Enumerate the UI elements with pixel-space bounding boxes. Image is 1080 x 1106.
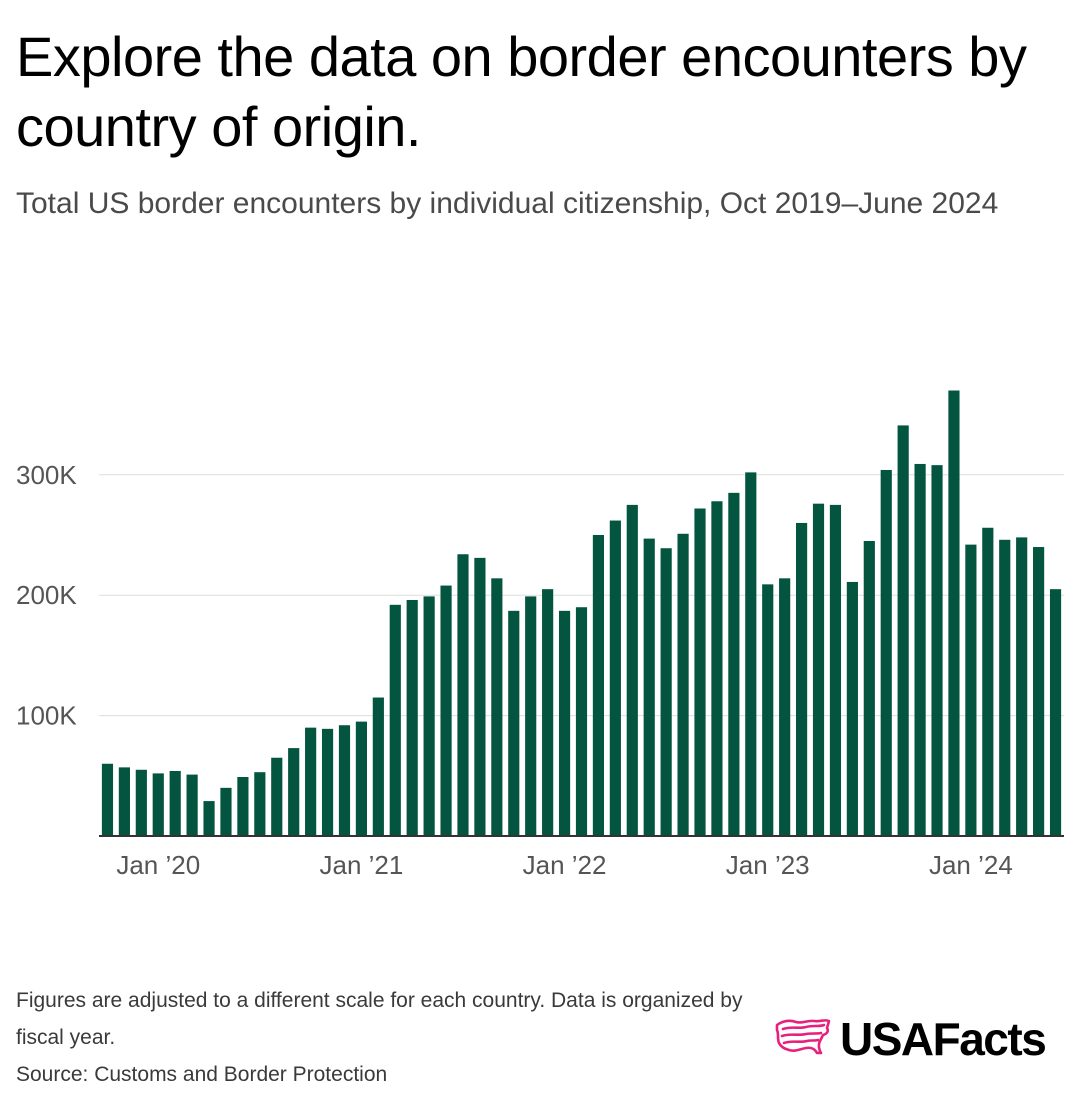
bar[interactable]: Aug 2022 (677, 533, 689, 836)
bar[interactable]: Mar 2023 (796, 522, 808, 836)
bar[interactable]: Jan 2020 (152, 773, 164, 836)
bar[interactable]: Nov 2023 (931, 465, 943, 836)
bar[interactable]: Jan 2021 (355, 721, 367, 836)
bar[interactable]: Mar 2024 (999, 539, 1011, 836)
y-axis-ticks: 100K 200K 300K (16, 460, 77, 731)
bars: Oct 2019 Nov 2019 Dec 2019 Jan 2020 Feb 2020… (101, 390, 1062, 837)
bar[interactable]: Apr 2021 (406, 600, 418, 836)
y-tick-label: 300K (16, 460, 77, 490)
bar[interactable]: Mar 2021 (389, 604, 401, 836)
bar[interactable]: Apr 2022 (609, 520, 621, 836)
bar[interactable]: Mar 2020 (186, 774, 198, 836)
scale-note: Figures are adjusted to a different scal… (16, 989, 743, 1049)
bar[interactable]: Jun 2020 (237, 777, 249, 836)
x-tick-label: Jan ’22 (523, 850, 607, 880)
bar[interactable]: Oct 2020 (305, 727, 317, 836)
x-tick-label: Jan ’23 (726, 850, 810, 880)
bar[interactable]: Jul 2022 (660, 548, 672, 836)
bar[interactable]: Apr 2020 (203, 801, 215, 836)
chart-footnote: Figures are adjusted to a different scal… (16, 982, 756, 1093)
bar[interactable]: Oct 2021 (508, 610, 520, 836)
x-tick-label: Jan ’20 (116, 850, 200, 880)
bar[interactable]: Jul 2023 (863, 541, 875, 836)
bar[interactable]: Jul 2020 (254, 772, 266, 836)
bar[interactable]: Sep 2021 (491, 578, 503, 836)
us-flag-map-icon (775, 1018, 831, 1055)
bar[interactable]: Jan 2022 (558, 610, 571, 836)
bar[interactable]: Oct 2023 (914, 463, 926, 836)
bar[interactable]: May 2024 (1033, 547, 1045, 836)
bar[interactable]: Aug 2023 (880, 469, 892, 836)
bar[interactable]: Mar 2022 (592, 534, 605, 836)
bar[interactable]: Jun 2022 (643, 538, 655, 836)
bar[interactable]: May 2021 (423, 596, 435, 836)
bar[interactable]: Feb 2020 (169, 770, 181, 836)
bar[interactable]: Apr 2023 (812, 503, 825, 836)
bar[interactable]: Nov 2019 (118, 767, 130, 836)
bar[interactable]: Nov 2020 (321, 728, 334, 836)
bar[interactable]: Jun 2024 (1049, 589, 1062, 836)
bar[interactable]: Dec 2022 (745, 472, 757, 836)
y-tick-label: 200K (16, 580, 77, 610)
bar[interactable]: Sep 2023 (897, 425, 909, 836)
x-tick-label: Jan ’21 (319, 850, 403, 880)
bar[interactable]: Jan 2023 (762, 584, 774, 836)
bar[interactable]: Oct 2022 (711, 501, 723, 836)
bar[interactable]: Aug 2020 (271, 757, 283, 836)
bar[interactable]: Feb 2022 (575, 607, 588, 836)
brand-name: USAFacts (840, 1013, 1047, 1065)
bar[interactable]: Nov 2022 (728, 492, 740, 836)
bar[interactable]: May 2022 (626, 504, 638, 836)
bar[interactable]: Feb 2021 (372, 697, 384, 836)
bar[interactable]: Aug 2021 (474, 557, 486, 836)
bar[interactable]: Nov 2021 (525, 596, 537, 836)
bar-chart: Oct 2019 Nov 2019 Dec 2019 Jan 2020 Feb 2020… (16, 390, 1064, 880)
bar[interactable]: Oct 2019 (101, 763, 114, 836)
bar[interactable]: Dec 2021 (542, 589, 554, 836)
bar[interactable]: Dec 2020 (338, 725, 351, 836)
y-tick-label: 100K (16, 701, 77, 731)
bar[interactable]: May 2020 (220, 787, 232, 836)
bar[interactable]: Feb 2023 (779, 578, 791, 836)
bar[interactable]: Feb 2024 (982, 527, 994, 836)
brand-logo[interactable]: USAFacts (774, 1010, 1074, 1070)
bar[interactable]: Jul 2021 (457, 554, 469, 836)
bar[interactable]: Dec 2023 (948, 390, 960, 837)
bar[interactable]: Sep 2020 (288, 748, 300, 836)
bar[interactable]: Jun 2021 (440, 585, 452, 836)
bar[interactable]: Jun 2023 (846, 581, 858, 836)
bar[interactable]: Jan 2024 (965, 544, 977, 836)
x-axis-ticks: Jan ’20 Jan ’21 Jan ’22 Jan ’23 Jan ’24 (116, 850, 1012, 880)
bar[interactable]: Sep 2022 (694, 508, 706, 837)
bar[interactable]: May 2023 (829, 504, 842, 836)
x-tick-label: Jan ’24 (929, 850, 1013, 880)
chart-subtitle: Total US border encounters by individual… (16, 187, 999, 220)
page-title: Explore the data on border encounters by… (16, 25, 1027, 158)
source-note: Source: Customs and Border Protection (16, 1063, 388, 1086)
bar[interactable]: Apr 2024 (1016, 537, 1028, 836)
bar[interactable]: Dec 2019 (135, 769, 147, 836)
